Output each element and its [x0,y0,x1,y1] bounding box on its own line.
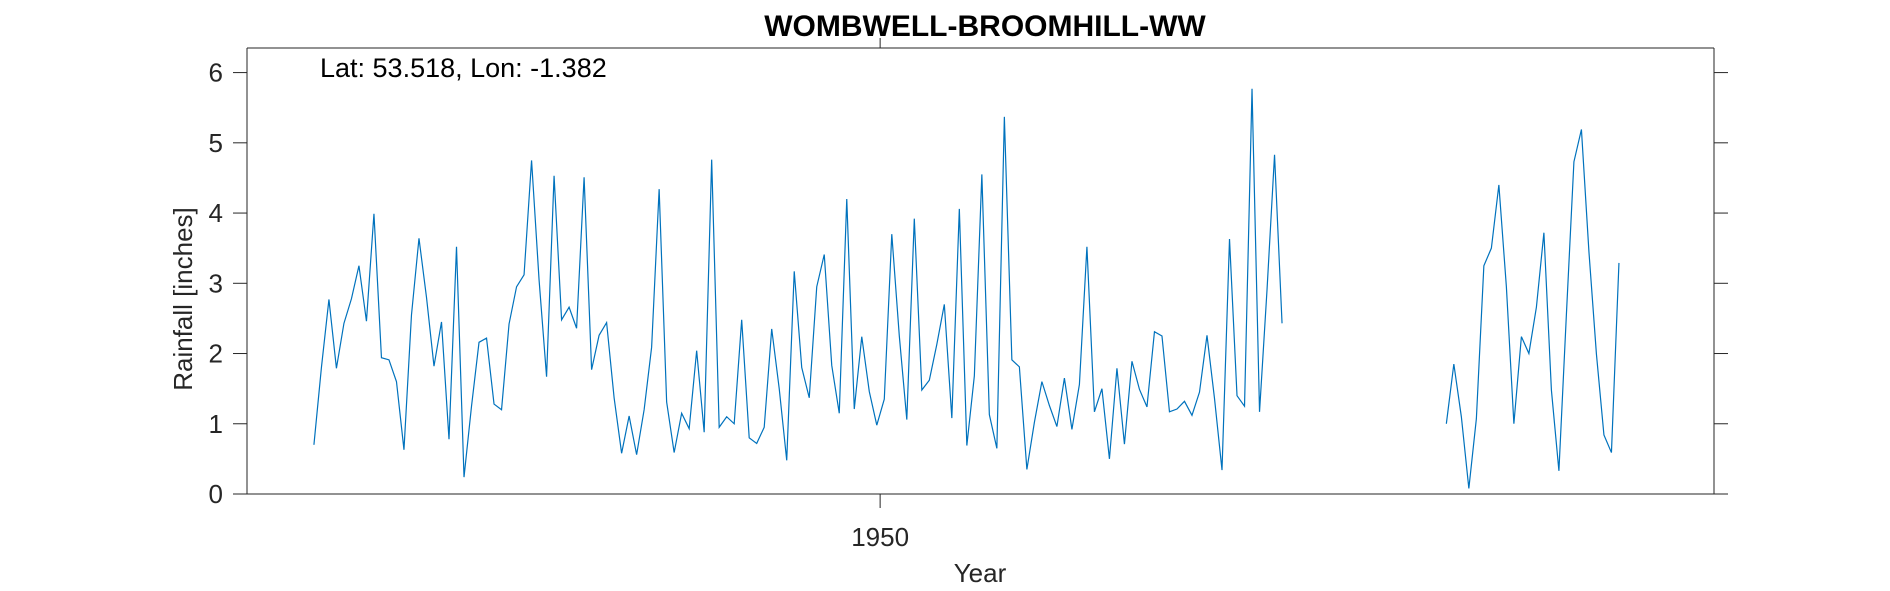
rainfall-series-line [313,88,1283,478]
y-tick-label: 3 [209,268,223,298]
chart-title: WOMBWELL-BROOMHILL-WW [764,10,1206,43]
x-axis-label: Year [954,558,1007,588]
y-tick-label: 2 [209,339,223,369]
y-tick-label: 4 [209,198,223,228]
location-annotation: Lat: 53.518, Lon: -1.382 [320,53,607,83]
x-tick-label: 1950 [851,522,909,552]
y-tick-label: 0 [209,479,223,509]
y-tick-label: 1 [209,409,223,439]
rainfall-series-line [1445,129,1620,489]
y-tick-label: 6 [209,58,223,88]
plot-area: 0 1 2 3 4 5 6 1950 [209,38,1728,552]
y-axis-label: Rainfall [inches] [168,207,198,391]
y-tick-label: 5 [209,128,223,158]
